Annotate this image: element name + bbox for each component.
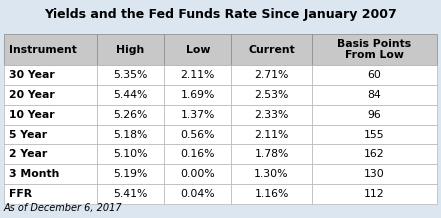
Bar <box>164 85 232 105</box>
Text: 130: 130 <box>364 169 385 179</box>
Bar <box>164 164 232 184</box>
Text: Basis Points
From Low: Basis Points From Low <box>337 39 411 60</box>
Bar <box>97 125 164 145</box>
Text: 5.19%: 5.19% <box>113 169 148 179</box>
Text: 5.10%: 5.10% <box>113 149 148 159</box>
Text: Low: Low <box>186 44 210 54</box>
Bar <box>164 184 232 204</box>
Text: 1.69%: 1.69% <box>180 90 215 100</box>
Text: 155: 155 <box>364 129 385 140</box>
Text: 2.71%: 2.71% <box>254 70 289 80</box>
Bar <box>232 184 312 204</box>
Text: 2.53%: 2.53% <box>254 90 289 100</box>
Text: Current: Current <box>248 44 295 54</box>
Bar <box>312 105 437 125</box>
Text: 2.33%: 2.33% <box>254 110 289 120</box>
Text: 20 Year: 20 Year <box>9 90 55 100</box>
Text: As of December 6, 2017: As of December 6, 2017 <box>4 203 122 213</box>
Text: 2 Year: 2 Year <box>9 149 47 159</box>
Bar <box>97 105 164 125</box>
Bar <box>232 34 312 65</box>
Bar <box>4 184 97 204</box>
Text: 5.26%: 5.26% <box>113 110 148 120</box>
Bar <box>97 184 164 204</box>
Bar <box>4 105 97 125</box>
Bar <box>312 34 437 65</box>
Bar <box>4 125 97 145</box>
Text: 5.18%: 5.18% <box>113 129 148 140</box>
Text: FFR: FFR <box>9 189 32 199</box>
Text: 0.00%: 0.00% <box>180 169 215 179</box>
Text: 1.16%: 1.16% <box>254 189 289 199</box>
Text: 10 Year: 10 Year <box>9 110 54 120</box>
Text: 96: 96 <box>368 110 381 120</box>
Bar <box>164 145 232 164</box>
Text: 2.11%: 2.11% <box>180 70 215 80</box>
Text: 84: 84 <box>368 90 381 100</box>
Bar <box>97 65 164 85</box>
Text: 60: 60 <box>368 70 381 80</box>
Bar <box>312 125 437 145</box>
Bar <box>312 85 437 105</box>
Bar <box>232 164 312 184</box>
Bar <box>97 85 164 105</box>
Text: Instrument: Instrument <box>9 44 77 54</box>
Bar <box>164 105 232 125</box>
Bar <box>232 65 312 85</box>
Bar <box>312 145 437 164</box>
Bar <box>4 145 97 164</box>
Bar <box>4 65 97 85</box>
Text: Yields and the Fed Funds Rate Since January 2007: Yields and the Fed Funds Rate Since Janu… <box>44 8 397 21</box>
Text: 1.78%: 1.78% <box>254 149 289 159</box>
Bar <box>232 105 312 125</box>
Bar <box>232 85 312 105</box>
Text: 30 Year: 30 Year <box>9 70 55 80</box>
Text: 2.11%: 2.11% <box>254 129 289 140</box>
Bar <box>312 164 437 184</box>
Bar <box>97 145 164 164</box>
Text: 0.04%: 0.04% <box>180 189 215 199</box>
Bar <box>97 164 164 184</box>
Bar <box>4 164 97 184</box>
Bar <box>232 125 312 145</box>
Bar <box>312 184 437 204</box>
Text: 112: 112 <box>364 189 385 199</box>
Text: 0.16%: 0.16% <box>180 149 215 159</box>
Bar <box>4 85 97 105</box>
Bar <box>97 34 164 65</box>
Bar <box>164 34 232 65</box>
Text: 162: 162 <box>364 149 385 159</box>
Bar <box>232 145 312 164</box>
Text: High: High <box>116 44 145 54</box>
Text: 5 Year: 5 Year <box>9 129 47 140</box>
Text: 1.37%: 1.37% <box>180 110 215 120</box>
Text: 0.56%: 0.56% <box>180 129 215 140</box>
Bar <box>164 125 232 145</box>
Bar <box>164 65 232 85</box>
Bar <box>312 65 437 85</box>
Text: 5.35%: 5.35% <box>113 70 148 80</box>
Text: 5.41%: 5.41% <box>113 189 148 199</box>
Text: 5.44%: 5.44% <box>113 90 148 100</box>
Text: 1.30%: 1.30% <box>254 169 289 179</box>
Text: 3 Month: 3 Month <box>9 169 59 179</box>
Bar <box>4 34 97 65</box>
